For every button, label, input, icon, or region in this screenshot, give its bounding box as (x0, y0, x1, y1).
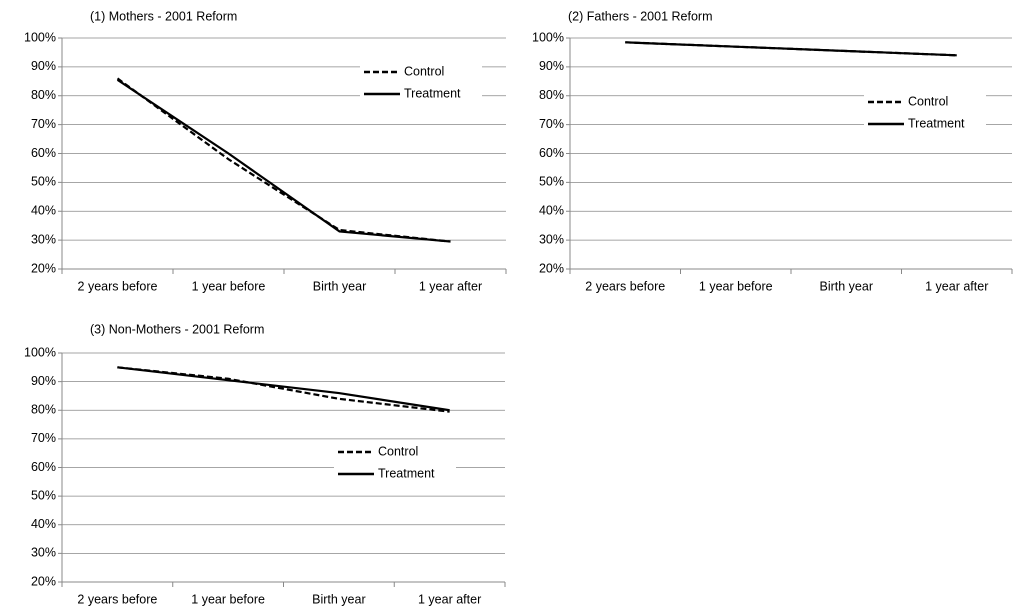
x-tick-label: Birth year (820, 279, 874, 293)
x-tick-label: 1 year before (699, 279, 773, 293)
y-tick-label: 20% (31, 261, 56, 275)
y-tick-label: 40% (539, 204, 564, 218)
legend-box (360, 61, 482, 105)
y-tick-label: 100% (24, 345, 56, 359)
chart-title: (3) Non-Mothers - 2001 Reform (90, 322, 264, 336)
y-tick-label: 90% (31, 374, 56, 388)
legend-label: Control (404, 64, 444, 78)
y-tick-label: 60% (31, 460, 56, 474)
y-tick-label: 40% (31, 204, 56, 218)
x-tick-label: 2 years before (77, 592, 157, 606)
y-tick-label: 50% (539, 175, 564, 189)
legend-box (334, 441, 456, 485)
x-tick-label: 1 year before (191, 592, 265, 606)
line (625, 41, 957, 57)
y-tick-label: 70% (539, 117, 564, 131)
y-tick-label: 90% (31, 59, 56, 73)
y-tick-label: 30% (539, 232, 564, 246)
y-tick-label: 80% (31, 88, 56, 102)
x-tick-label: 1 year after (925, 279, 988, 293)
line (117, 366, 450, 412)
y-tick-label: 70% (31, 431, 56, 445)
y-tick-label: 100% (532, 30, 564, 44)
legend-label: Treatment (404, 86, 461, 100)
x-tick-label: Birth year (313, 279, 367, 293)
x-tick-label: 1 year after (418, 592, 481, 606)
y-tick-label: 80% (31, 403, 56, 417)
legend-label: Treatment (908, 116, 965, 130)
x-tick-label: 1 year after (419, 279, 482, 293)
x-tick-label: Birth year (312, 592, 366, 606)
y-tick-label: 30% (31, 546, 56, 560)
line (116, 78, 451, 243)
y-tick-label: 40% (31, 517, 56, 531)
chart: (1) Mothers - 2001 Reform 20% 30% 40% 50% 60%… (24, 9, 507, 293)
chart: (3) Non-Mothers - 2001 Reform 20% 30% 40% 50… (24, 322, 506, 606)
chart: (2) Fathers - 2001 Reform 20% 30% 40% 50% 60%… (532, 9, 1013, 293)
chart-title: (1) Mothers - 2001 Reform (90, 9, 237, 23)
y-tick-label: 90% (539, 59, 564, 73)
y-tick-label: 20% (31, 574, 56, 588)
y-tick-label: 50% (31, 175, 56, 189)
x-tick-label: 1 year before (192, 279, 266, 293)
y-tick-label: 30% (31, 232, 56, 246)
legend-label: Treatment (378, 466, 435, 480)
x-tick-label: 2 years before (585, 279, 665, 293)
chart-title: (2) Fathers - 2001 Reform (568, 9, 713, 23)
y-tick-label: 20% (539, 261, 564, 275)
legend-label: Control (908, 94, 948, 108)
y-tick-label: 80% (539, 88, 564, 102)
y-tick-label: 60% (539, 146, 564, 160)
y-tick-label: 100% (24, 30, 56, 44)
y-tick-label: 50% (31, 488, 56, 502)
y-tick-label: 60% (31, 146, 56, 160)
legend-box (864, 91, 986, 135)
y-tick-label: 70% (31, 117, 56, 131)
legend-label: Control (378, 444, 418, 458)
x-tick-label: 2 years before (78, 279, 158, 293)
